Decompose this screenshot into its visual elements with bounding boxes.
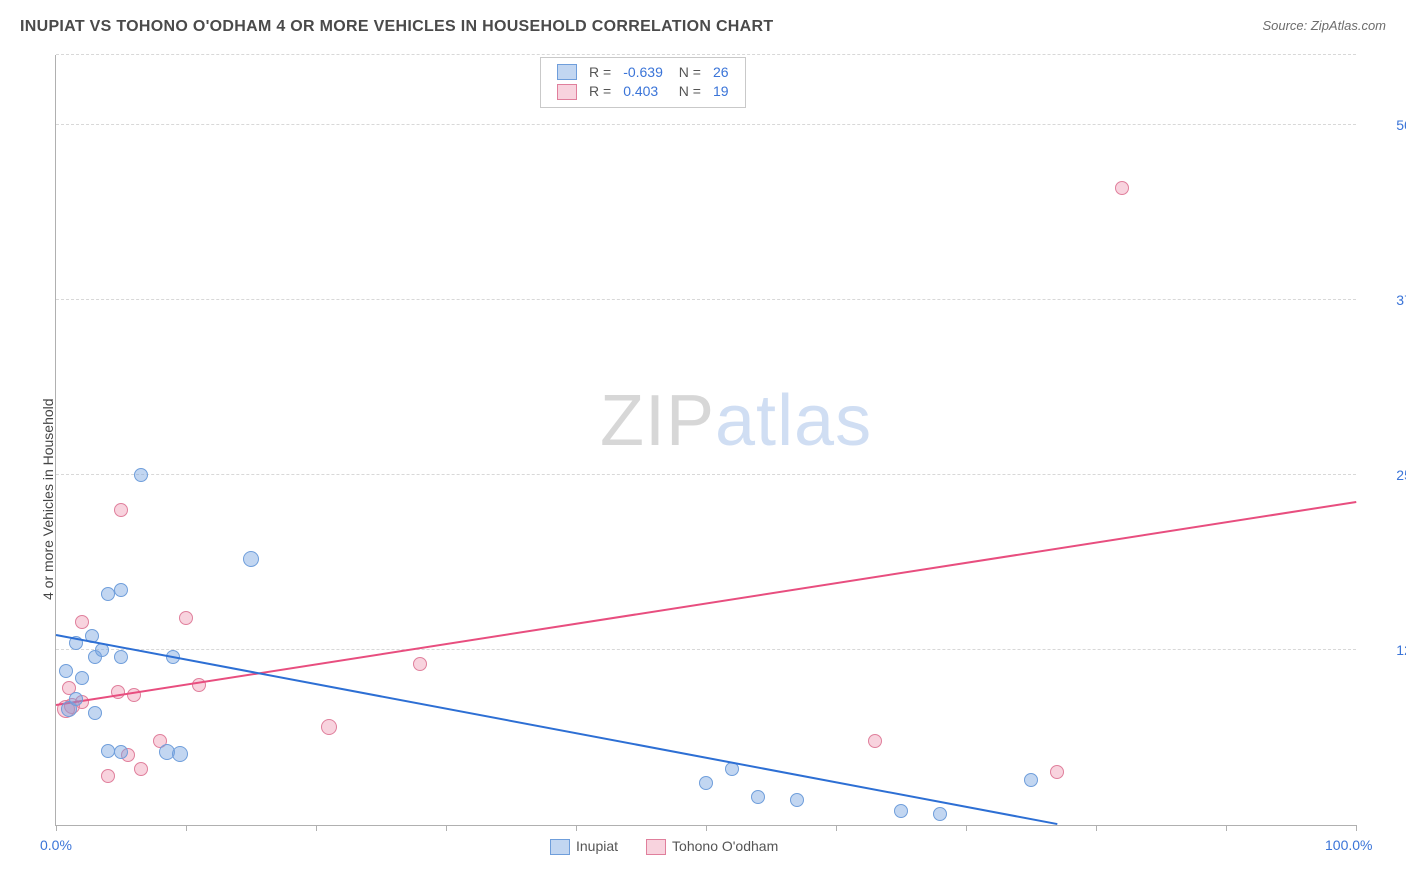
inupiat-point (114, 745, 128, 759)
x-tick (1226, 825, 1227, 831)
chart-title: INUPIAT VS TOHONO O'ODHAM 4 OR MORE VEHI… (20, 18, 773, 36)
inupiat-point (790, 793, 804, 807)
tohono-point (1050, 765, 1064, 779)
gridline (56, 124, 1356, 125)
inupiat-point (59, 664, 73, 678)
inupiat-trendline (56, 634, 1057, 825)
inupiat-point (751, 790, 765, 804)
inupiat-point (894, 804, 908, 818)
x-tick (56, 825, 57, 831)
inupiat-point (114, 650, 128, 664)
inupiat-point (699, 776, 713, 790)
inupiat-point (933, 807, 947, 821)
source-label: Source: ZipAtlas.com (1262, 18, 1386, 33)
inupiat-point (172, 746, 188, 762)
tohono-point (179, 611, 193, 625)
plot-area: 12.5%25.0%37.5%50.0% (55, 55, 1356, 826)
x-tick (836, 825, 837, 831)
tohono-point (101, 769, 115, 783)
inupiat-point (243, 551, 259, 567)
x-tick (576, 825, 577, 831)
y-tick-label: 37.5% (1366, 292, 1406, 308)
gridline (56, 649, 1356, 650)
inupiat-point (114, 583, 128, 597)
y-axis-label: 4 or more Vehicles in Household (40, 398, 56, 600)
series-legend: Inupiat Tohono O'odham (550, 838, 778, 855)
inupiat-point (88, 706, 102, 720)
tohono-point (413, 657, 427, 671)
tohono-point (1115, 181, 1129, 195)
x-tick (1356, 825, 1357, 831)
gridline (56, 54, 1356, 55)
x-min-label: 0.0% (40, 837, 72, 853)
inupiat-point (1024, 773, 1038, 787)
y-tick-label: 25.0% (1366, 467, 1406, 483)
x-tick (446, 825, 447, 831)
inupiat-point (101, 744, 115, 758)
x-max-label: 100.0% (1325, 837, 1372, 853)
x-tick (706, 825, 707, 831)
x-tick (1096, 825, 1097, 831)
x-tick (186, 825, 187, 831)
tohono-point (114, 503, 128, 517)
tohono-point (868, 734, 882, 748)
inupiat-point (75, 671, 89, 685)
inupiat-point (134, 468, 148, 482)
stats-legend: R =-0.639 N =26 R =0.403 N =19 (540, 57, 746, 108)
inupiat-point (101, 587, 115, 601)
tohono-trendline (56, 501, 1356, 706)
tohono-point (134, 762, 148, 776)
gridline (56, 474, 1356, 475)
gridline (56, 299, 1356, 300)
x-tick (966, 825, 967, 831)
tohono-point (321, 719, 337, 735)
y-tick-label: 12.5% (1366, 642, 1406, 658)
y-tick-label: 50.0% (1366, 117, 1406, 133)
inupiat-point (69, 692, 83, 706)
x-tick (316, 825, 317, 831)
tohono-point (75, 615, 89, 629)
